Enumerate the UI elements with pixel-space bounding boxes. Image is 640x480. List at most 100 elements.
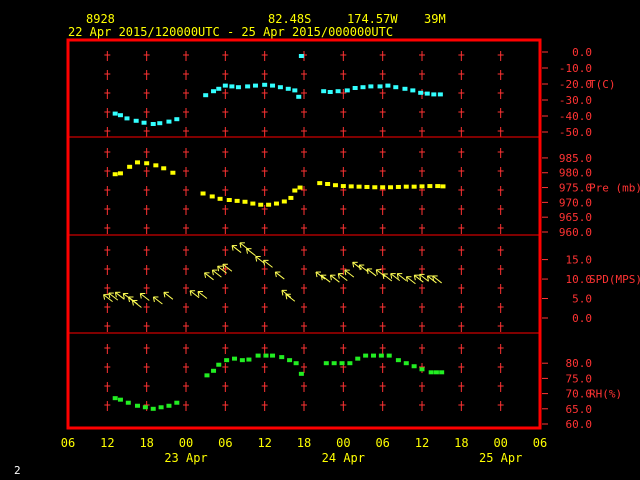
- data-point-pressure: [217, 196, 223, 201]
- data-point-humidity: [370, 353, 376, 358]
- data-point-pressure: [411, 184, 417, 189]
- plot-frame: [66, 38, 542, 430]
- data-point-pressure: [288, 195, 294, 200]
- data-point-pressure: [117, 171, 123, 176]
- wind-arrow: [189, 290, 200, 299]
- data-point-pressure: [435, 184, 441, 189]
- data-point-temperature: [298, 54, 304, 58]
- data-point-temperature: [418, 90, 424, 95]
- x-tick-label: 12: [257, 436, 271, 450]
- y-tick-label-pressure: 960.0: [559, 226, 592, 239]
- wind-arrow: [211, 269, 222, 278]
- wind-arrow: [432, 275, 442, 284]
- data-point-temperature: [437, 92, 443, 97]
- data-point-humidity: [403, 361, 409, 366]
- data-point-temperature: [321, 89, 327, 94]
- data-point-humidity: [355, 356, 361, 361]
- data-point-temperature: [277, 85, 283, 90]
- wind-arrow: [329, 274, 340, 283]
- station-longitude: 174.57W: [347, 12, 398, 26]
- data-point-humidity: [150, 406, 156, 411]
- data-point-temperature: [262, 82, 268, 87]
- wind-arrow: [255, 255, 265, 264]
- wind-arrow: [390, 273, 401, 282]
- data-point-pressure: [332, 183, 338, 188]
- panel-label-temperature: T(C): [589, 78, 616, 91]
- data-point-temperature: [117, 113, 123, 118]
- y-tick-label-pressure: 980.0: [559, 167, 592, 180]
- wind-arrow: [163, 291, 174, 300]
- y-tick-label-wind: 15.0: [566, 254, 593, 267]
- data-point-pressure: [266, 202, 272, 207]
- station-elevation: 39M: [424, 12, 446, 26]
- y-tick-label-pressure: 965.0: [559, 211, 592, 224]
- data-point-pressure: [161, 166, 167, 171]
- data-point-humidity: [216, 362, 222, 367]
- wind-arrow: [217, 265, 227, 274]
- data-point-humidity: [174, 400, 180, 405]
- y-tick-label-humidity: 65.0: [566, 403, 593, 416]
- data-point-temperature: [344, 88, 350, 93]
- y-tick-label-temperature: -40.0: [559, 110, 592, 123]
- data-point-humidity: [211, 368, 217, 373]
- data-point-pressure: [200, 191, 206, 196]
- data-point-pressure: [170, 170, 176, 175]
- wind-arrow: [344, 269, 355, 278]
- data-point-pressure: [317, 181, 323, 186]
- data-point-pressure: [403, 184, 409, 189]
- data-point-humidity: [287, 358, 293, 363]
- station-id: 8928: [86, 12, 115, 26]
- x-date-label: 23 Apr: [164, 451, 207, 465]
- data-point-humidity: [293, 361, 299, 366]
- data-point-temperature: [252, 83, 258, 88]
- data-point-temperature: [211, 89, 217, 94]
- data-point-humidity: [323, 361, 329, 366]
- data-point-humidity: [279, 355, 285, 360]
- panel-label-wind: SPD(MPS): [589, 273, 640, 286]
- wind-arrow: [413, 274, 424, 283]
- data-point-temperature: [385, 83, 391, 88]
- data-point-temperature: [393, 85, 399, 90]
- data-point-humidity: [428, 370, 434, 375]
- data-point-humidity: [386, 353, 392, 358]
- data-point-pressure: [292, 188, 298, 193]
- data-point-pressure: [340, 184, 346, 189]
- wind-arrow: [108, 292, 119, 301]
- wind-arrow: [426, 275, 437, 284]
- data-point-humidity: [166, 403, 172, 408]
- data-point-pressure: [127, 164, 133, 169]
- y-tick-label-temperature: 0.0: [572, 46, 592, 59]
- wind-arrow: [204, 272, 214, 281]
- data-point-pressure: [144, 161, 150, 166]
- data-point-temperature: [352, 86, 358, 90]
- data-point-pressure: [325, 182, 331, 186]
- data-point-temperature: [222, 83, 228, 88]
- data-point-humidity: [263, 353, 269, 358]
- data-point-temperature: [296, 94, 302, 99]
- data-point-temperature: [285, 86, 291, 91]
- data-point-humidity: [298, 371, 304, 376]
- data-point-temperature: [157, 121, 163, 126]
- x-tick-label: 06: [218, 436, 232, 450]
- y-tick-label-temperature: -10.0: [559, 62, 592, 75]
- wind-arrow: [419, 273, 429, 282]
- x-tick-label: 12: [415, 436, 429, 450]
- data-point-pressure: [440, 184, 446, 189]
- wind-arrow: [320, 274, 331, 283]
- data-point-humidity: [331, 361, 337, 366]
- data-point-humidity: [255, 353, 261, 358]
- y-tick-label-humidity: 70.0: [566, 388, 593, 401]
- wind-arrow: [375, 269, 386, 278]
- x-tick-label: 06: [533, 436, 547, 450]
- data-point-temperature: [410, 88, 416, 93]
- data-point-temperature: [133, 118, 139, 123]
- data-point-temperature: [270, 83, 276, 88]
- x-tick-label: 00: [493, 436, 507, 450]
- data-point-humidity: [378, 353, 384, 358]
- data-point-pressure: [281, 199, 287, 204]
- data-point-pressure: [348, 184, 354, 189]
- data-point-humidity: [134, 403, 140, 408]
- data-point-temperature: [235, 85, 241, 90]
- data-point-temperature: [402, 86, 408, 91]
